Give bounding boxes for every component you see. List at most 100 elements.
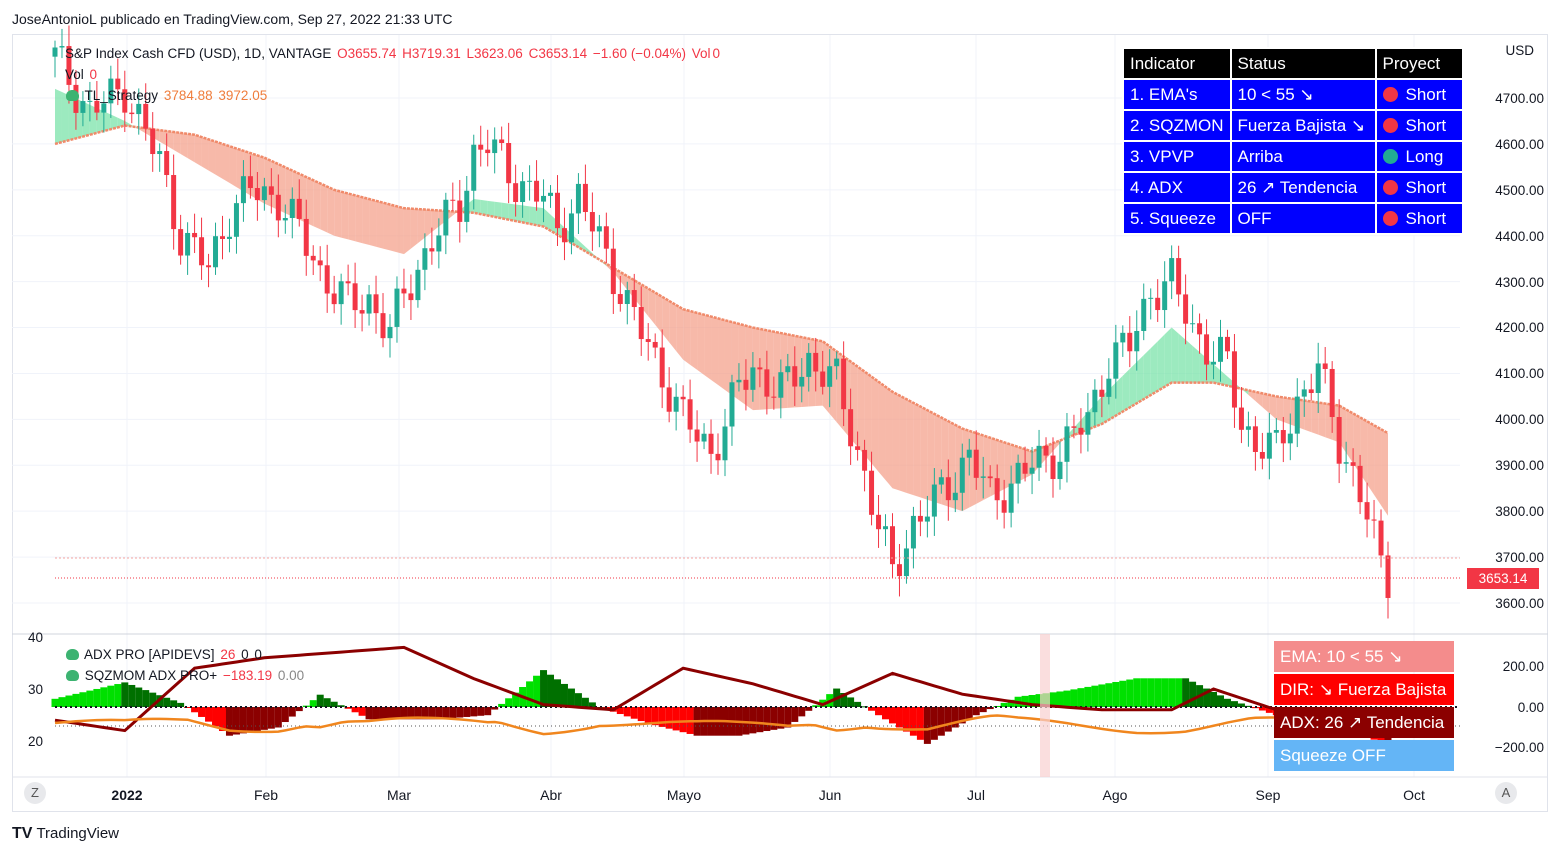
- auto-scale-button[interactable]: A: [1495, 782, 1517, 804]
- candle-body: [715, 453, 721, 461]
- ema-band-segment: [1283, 397, 1291, 425]
- candle-body: [429, 248, 435, 252]
- time-tick: Mar: [386, 787, 412, 803]
- ema-band-segment: [103, 111, 111, 132]
- ema-band-segment: [396, 206, 404, 255]
- momentum-bar: [798, 707, 806, 717]
- candle-body: [610, 248, 616, 295]
- volume-value-2: 0: [89, 67, 98, 82]
- ema-band-segment: [704, 314, 712, 380]
- momentum-bar: [442, 707, 450, 719]
- ema-band-segment: [536, 207, 544, 227]
- candle-body: [101, 103, 107, 113]
- momentum-bar: [630, 707, 638, 719]
- candle-body: [213, 236, 219, 268]
- adx-line: [54, 645, 1389, 733]
- momentum-bar: [295, 707, 303, 712]
- price-tick: 4300.00: [1495, 275, 1544, 290]
- ema-band-segment: [1101, 389, 1109, 424]
- candle-body: [1364, 502, 1370, 520]
- candle-body: [1197, 323, 1203, 335]
- candle-body: [1183, 294, 1189, 324]
- strategy-legend[interactable]: TL_Strategy 3784.88 3972.05: [66, 88, 269, 103]
- momentum-bar: [246, 707, 254, 733]
- ema-band-segment: [187, 133, 195, 163]
- candle-body: [1252, 426, 1258, 452]
- candle-body: [415, 269, 421, 301]
- currency-label: USD: [1505, 43, 1534, 58]
- momentum-bar: [805, 707, 813, 711]
- ema-band-segment: [1213, 364, 1221, 385]
- momentum-bar: [400, 707, 408, 720]
- osc-right-tick: 0.00: [1517, 700, 1544, 715]
- momentum-bar: [212, 707, 220, 727]
- momentum-bar: [414, 707, 422, 720]
- candle-body: [1001, 500, 1007, 513]
- momentum-bar: [658, 707, 666, 727]
- momentum-bar: [1021, 695, 1029, 707]
- momentum-bar: [1119, 680, 1127, 707]
- candle-body: [869, 470, 875, 515]
- sqz-name: SQZMOM ADX PRO+: [84, 668, 218, 683]
- ema-band-segment: [201, 137, 209, 171]
- table-row: 4. ADX 26 ↗ Tendencia Short: [1122, 171, 1464, 204]
- adx-box: ADX: 26 ↗ Tendencia: [1274, 707, 1454, 738]
- ema-band-segment: [718, 318, 725, 390]
- ema-band-segment: [417, 209, 425, 244]
- di-line: [54, 714, 1389, 736]
- candle-body: [261, 186, 267, 201]
- sqz-legend[interactable]: SQZMOM ADX PRO+ −183.19 0.00: [66, 668, 306, 683]
- ema-band-segment: [1115, 375, 1123, 416]
- row-status: 26 ↗ Tendencia: [1229, 171, 1377, 204]
- ema-band-segment: [327, 186, 335, 236]
- momentum-bar: [882, 707, 890, 720]
- momentum-bar: [51, 698, 59, 707]
- candle-body: [1322, 363, 1328, 369]
- candle-body: [855, 446, 861, 450]
- ema-band-segment: [1171, 327, 1179, 383]
- candle-body: [324, 265, 330, 294]
- adx-legend[interactable]: ADX PRO [APIDEVS] 26 0 0: [66, 647, 264, 662]
- candle-body: [268, 186, 274, 195]
- momentum-bar: [944, 707, 952, 732]
- momentum-bar: [449, 707, 457, 719]
- momentum-bar: [65, 695, 73, 707]
- time-tick: Ago: [1102, 787, 1128, 803]
- brand-footer[interactable]: TV TradingView: [12, 825, 119, 843]
- momentum-bar: [491, 707, 499, 710]
- momentum-bar: [142, 690, 150, 707]
- row-status: Fuerza Bajista ↘: [1229, 109, 1377, 142]
- ema-band-segment: [669, 300, 677, 351]
- candle-body: [443, 199, 449, 236]
- ema-band-segment: [320, 183, 328, 233]
- candle-body: [499, 139, 505, 144]
- table-header-row: Indicator Status Proyect: [1122, 47, 1464, 80]
- candle-body: [987, 476, 993, 479]
- momentum-bar: [253, 707, 261, 732]
- ema-band-segment: [180, 132, 188, 159]
- momentum-bar: [1168, 678, 1176, 707]
- momentum-bar: [107, 685, 115, 707]
- zoom-reset-button[interactable]: Z: [24, 782, 46, 804]
- ema-band-segment: [1143, 348, 1151, 400]
- ema-band-segment: [501, 202, 509, 220]
- time-tick: Mayo: [666, 787, 702, 803]
- candle-body: [457, 200, 463, 222]
- candle-body: [1057, 461, 1063, 480]
- candle-body: [380, 313, 386, 339]
- candle-body: [896, 564, 902, 577]
- ema-band-segment: [864, 371, 872, 464]
- ema-band-segment: [403, 208, 411, 255]
- candle-body: [687, 399, 693, 430]
- candle-body: [931, 484, 937, 517]
- price-tick: 3700.00: [1495, 550, 1544, 565]
- candle-body: [527, 180, 533, 182]
- momentum-bar: [588, 702, 596, 707]
- ema-band-segment: [194, 134, 202, 167]
- candle-body: [164, 151, 170, 176]
- candle-body: [617, 294, 623, 304]
- momentum-bar: [1154, 678, 1162, 707]
- candle-body: [1127, 332, 1133, 352]
- candle-body: [1162, 281, 1168, 311]
